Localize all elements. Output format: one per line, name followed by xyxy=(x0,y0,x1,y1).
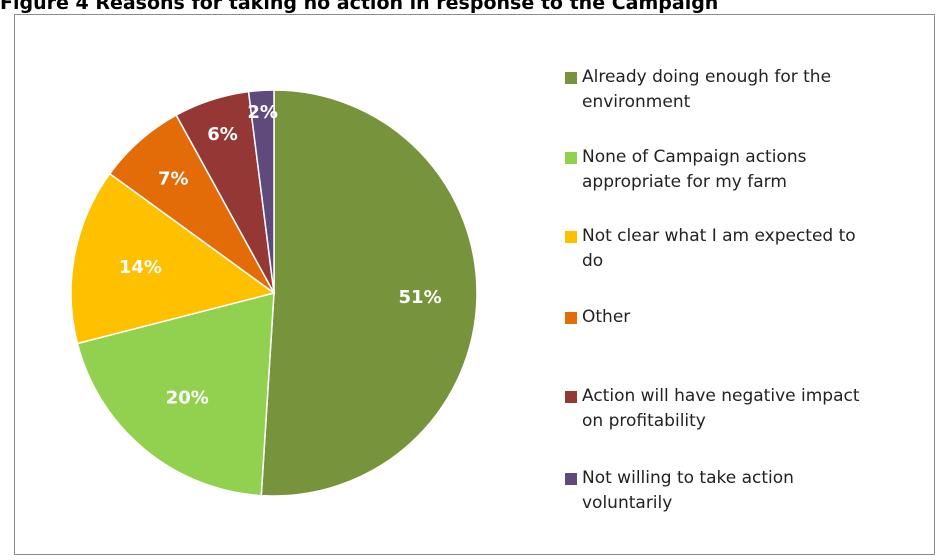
legend-label: None of Campaign actions appropriate for… xyxy=(582,147,807,192)
pie-chart: 51% 20% 14% 7% 6% 2% xyxy=(70,89,478,497)
slice-data-label: 6% xyxy=(207,124,238,145)
legend-label: Action will have negative impact on prof… xyxy=(582,386,860,431)
pie-slice xyxy=(247,89,275,294)
slice-data-label: 2% xyxy=(247,102,278,123)
legend-swatch xyxy=(565,231,577,243)
slice-data-label: 7% xyxy=(158,168,189,189)
slice-data-label: 51% xyxy=(399,287,442,308)
chart-frame: 51% 20% 14% 7% 6% 2% Already doing enough for… xyxy=(14,14,935,555)
legend-label: Not clear what I am expected to do xyxy=(582,226,856,271)
pie-slice xyxy=(70,172,276,345)
slice-data-label: 20% xyxy=(166,387,209,408)
pie-slice xyxy=(260,89,478,497)
pie-slice xyxy=(76,292,275,497)
legend-swatch xyxy=(565,72,577,84)
legend-label: Other xyxy=(582,307,631,327)
legend-label: Already doing enough for the environment xyxy=(582,67,832,112)
legend-swatch xyxy=(565,391,577,403)
figure-caption: Figure 4 Reasons for taking no action in… xyxy=(0,0,719,14)
legend-label: Not willing to take action voluntarily xyxy=(582,468,794,513)
legend-swatch xyxy=(565,152,577,164)
legend-swatch xyxy=(565,473,577,485)
legend-swatch xyxy=(565,312,577,324)
slice-data-label: 14% xyxy=(119,257,162,278)
